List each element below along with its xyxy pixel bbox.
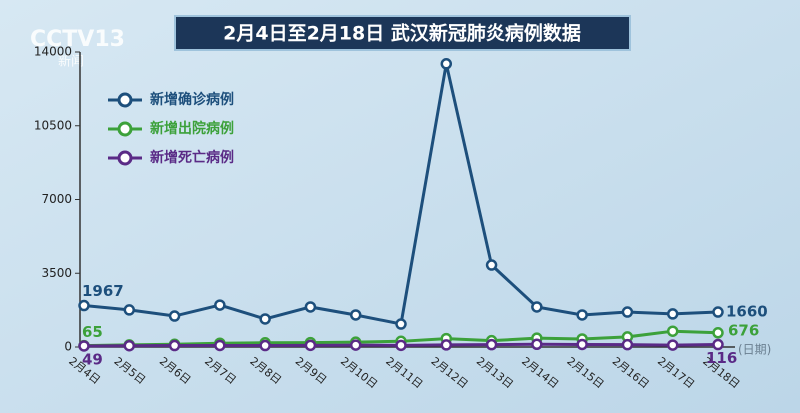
data-label: 116 (706, 349, 737, 367)
data-point (214, 299, 226, 311)
data-point (576, 309, 588, 321)
data-point (531, 301, 543, 313)
y-tick-label: 3500 (41, 266, 72, 280)
data-point (78, 340, 90, 352)
data-point (395, 318, 407, 330)
data-point (485, 338, 498, 351)
data-point (621, 306, 634, 318)
data-label: 676 (728, 321, 759, 339)
data-point (168, 339, 181, 352)
data-point (440, 58, 453, 70)
data-point (349, 339, 362, 351)
data-point (531, 338, 543, 351)
data-label: 65 (82, 323, 103, 341)
data-point (349, 309, 362, 321)
y-tick-label: 7000 (41, 192, 72, 206)
legend-marker (117, 92, 133, 108)
data-point (576, 338, 588, 351)
legend-label: 新增死亡病例 (150, 149, 234, 166)
data-point (78, 299, 90, 312)
data-point (666, 308, 679, 320)
data-label: 1967 (82, 282, 124, 300)
data-point (712, 327, 724, 339)
logo: CCTV13 (30, 27, 125, 52)
legend-label: 新增确诊病例 (150, 91, 234, 108)
data-point (304, 339, 317, 352)
data-point (123, 339, 136, 352)
legend-label: 新增出院病例 (150, 120, 234, 137)
data-point (214, 339, 226, 352)
data-point (621, 338, 634, 351)
data-point (259, 339, 271, 352)
data-point (666, 325, 679, 337)
y-tick-label: 10500 (34, 118, 72, 132)
data-point (259, 313, 271, 325)
data-point (168, 310, 181, 322)
data-point (304, 301, 317, 313)
data-point (485, 259, 498, 271)
chart-title: 2月4日至2月18日 武汉新冠肺炎病例数据 (223, 22, 581, 45)
legend-marker (117, 150, 133, 166)
title-box (174, 15, 631, 51)
data-point (123, 304, 136, 316)
data-label: 49 (82, 350, 103, 368)
data-point (666, 339, 679, 351)
x-axis-label: (日期) (738, 343, 771, 357)
logo-sub: 新闻 (58, 54, 84, 70)
data-point (712, 306, 724, 318)
data-point (440, 339, 453, 351)
y-tick-label: 0 (64, 340, 72, 354)
data-label: 1660 (726, 303, 768, 321)
legend-marker (117, 121, 133, 137)
data-point (395, 339, 407, 352)
data-point (712, 338, 724, 351)
y-tick-label: 14000 (34, 45, 72, 59)
